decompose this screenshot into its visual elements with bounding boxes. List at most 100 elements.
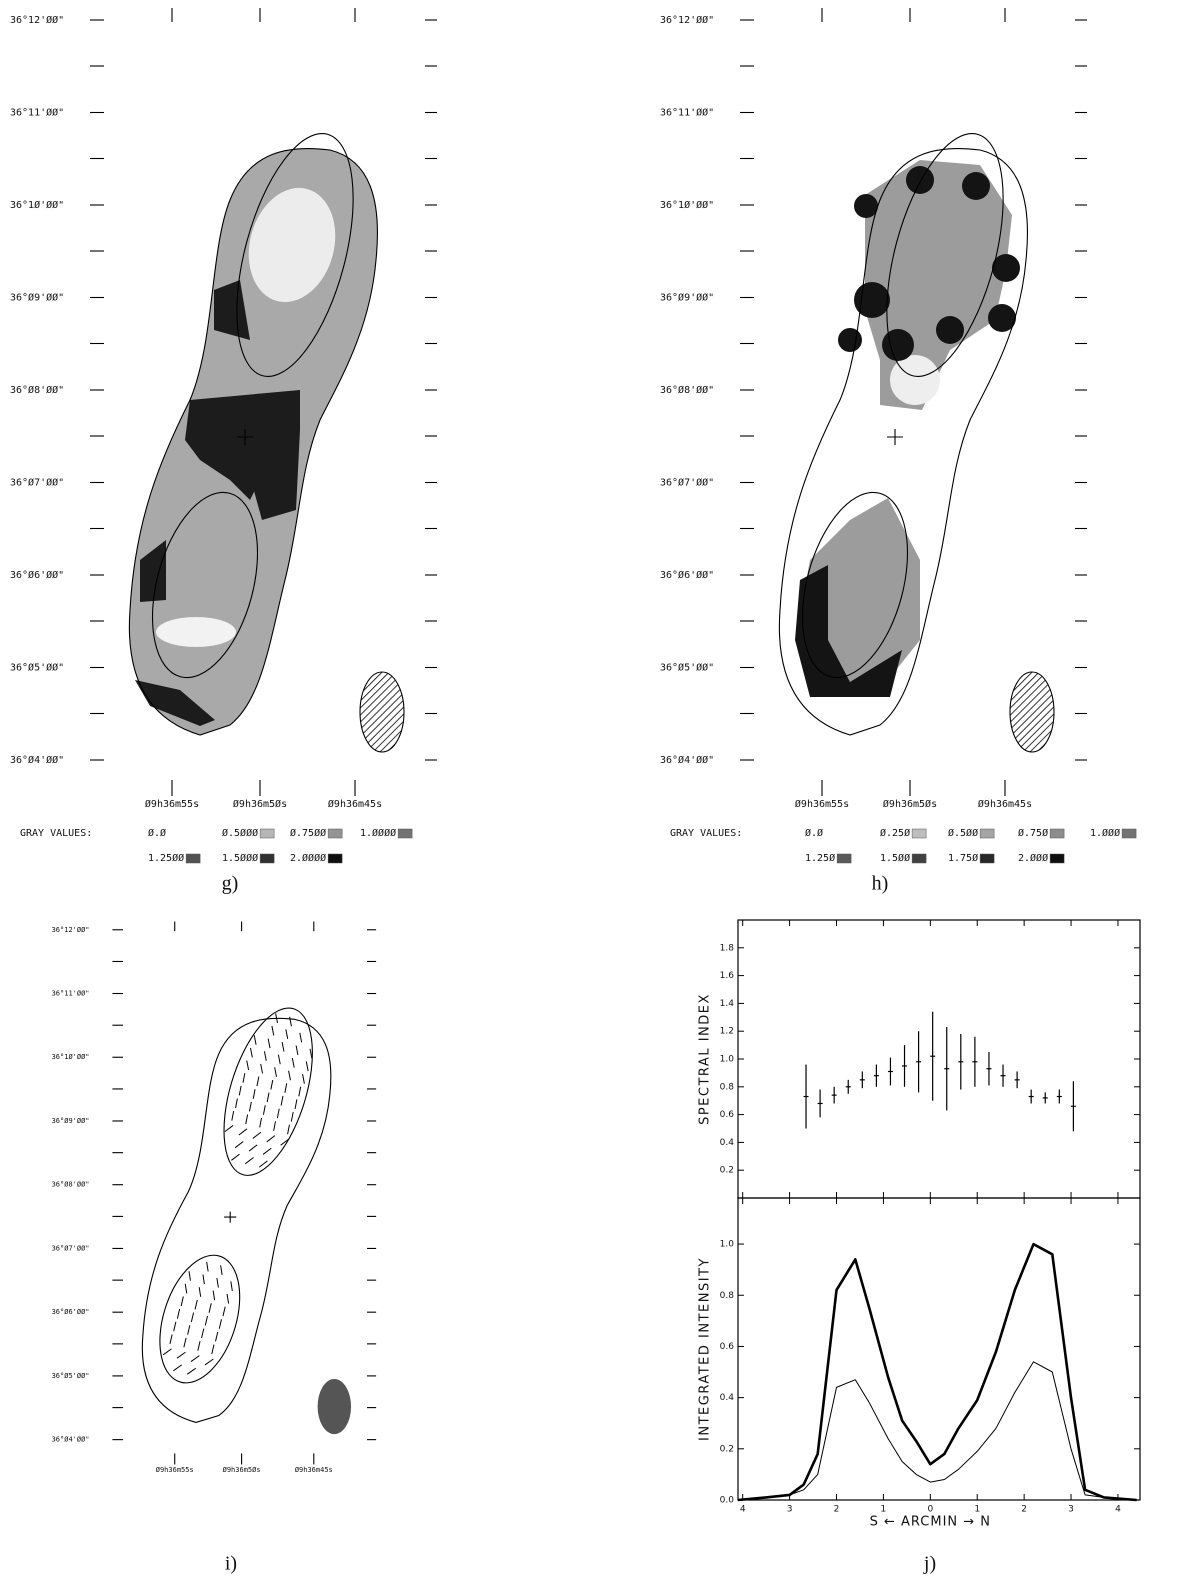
ra-label: Ø9h36m5Øs bbox=[223, 1466, 261, 1474]
polarization-vector bbox=[310, 1049, 312, 1058]
dec-label: 36°Ø8'ØØ" bbox=[660, 384, 714, 396]
map-emission bbox=[906, 166, 934, 194]
polarization-vector bbox=[188, 1325, 190, 1334]
outer-contour bbox=[779, 148, 1027, 735]
gray-swatch bbox=[327, 828, 343, 839]
polarization-vector bbox=[225, 1125, 233, 1131]
panel-caption: j) bbox=[923, 1553, 936, 1575]
gray-swatch bbox=[185, 853, 201, 864]
dec-label: 36°Ø5'ØØ" bbox=[52, 1372, 90, 1380]
map-emission bbox=[962, 172, 990, 200]
y-tick-label: 1.0 bbox=[720, 1240, 735, 1250]
intensity-line bbox=[737, 1242, 1137, 1502]
polarization-vector bbox=[212, 1345, 214, 1354]
x-tick-label: 1 bbox=[881, 1505, 887, 1515]
polarization-vector bbox=[198, 1341, 200, 1350]
intensity-line bbox=[737, 1361, 1137, 1501]
core-cross bbox=[887, 429, 903, 445]
map-panel bbox=[129, 121, 404, 752]
dec-label: 36°Ø6'ØØ" bbox=[52, 1308, 90, 1316]
y-tick-label: 0.0 bbox=[720, 1496, 735, 1506]
map-emission bbox=[248, 187, 336, 303]
polarization-vector bbox=[216, 1332, 218, 1341]
gray-swatch bbox=[1049, 828, 1065, 839]
dec-label: 36°Ø7'ØØ" bbox=[52, 1244, 90, 1252]
x-tick-label: 3 bbox=[1068, 1505, 1074, 1515]
gray-swatch bbox=[979, 828, 995, 839]
map-emission bbox=[936, 316, 964, 344]
outer-contour bbox=[142, 1018, 331, 1422]
polarization-vector bbox=[246, 1115, 248, 1124]
gray-value: Ø.75ØØ bbox=[290, 827, 326, 839]
gray-values-title: GRAY VALUES: bbox=[670, 828, 742, 839]
gray-value: 1.75Ø bbox=[948, 852, 978, 864]
inner-contour bbox=[214, 121, 375, 388]
y-tick-label: 0.2 bbox=[720, 1444, 734, 1454]
dec-label: 36°Ø4'ØØ" bbox=[660, 754, 714, 766]
dec-label: 36°Ø7'ØØ" bbox=[660, 477, 714, 489]
gray-value: 1.5ØØ bbox=[880, 852, 910, 864]
gray-value: Ø.5ØØ bbox=[948, 827, 978, 839]
map-emission bbox=[214, 280, 250, 340]
gray-value: Ø.5ØØØ bbox=[222, 827, 258, 839]
x-tick-label: 2 bbox=[834, 1505, 840, 1515]
polarization-vector bbox=[247, 1061, 249, 1070]
polarization-vector bbox=[263, 1105, 265, 1114]
x-tick-label: 3 bbox=[787, 1505, 793, 1515]
polarization-vector bbox=[177, 1352, 185, 1358]
ra-label: Ø9h36m45s bbox=[295, 1466, 333, 1474]
inner-contour bbox=[784, 481, 926, 689]
polarization-vector bbox=[274, 1121, 276, 1130]
gray-swatch bbox=[911, 828, 927, 839]
x-tick-label: 1 bbox=[974, 1505, 980, 1515]
polarization-vector bbox=[254, 1035, 256, 1044]
polarization-vector bbox=[189, 1271, 190, 1281]
dec-label: 36°Ø9'ØØ" bbox=[52, 1117, 90, 1125]
map-emission bbox=[838, 328, 862, 352]
gray-value: 1.25Ø bbox=[805, 852, 835, 864]
gray-value: Ø.75Ø bbox=[1018, 827, 1048, 839]
dec-label: 36°Ø4'ØØ" bbox=[52, 1436, 90, 1444]
polarization-vector bbox=[268, 1039, 270, 1048]
map-emission bbox=[795, 565, 902, 697]
ra-label: Ø9h36m5Øs bbox=[233, 798, 287, 810]
polarization-vector bbox=[253, 1132, 261, 1138]
polarization-vector bbox=[205, 1359, 213, 1365]
polarization-vector bbox=[249, 1102, 251, 1111]
polarization-vector bbox=[217, 1278, 218, 1288]
polarization-vector bbox=[285, 1083, 287, 1092]
plot-frame bbox=[737, 1197, 1141, 1501]
dec-label: 36°Ø6'ØØ" bbox=[660, 569, 714, 581]
dec-label: 36°Ø8'ØØ" bbox=[10, 384, 64, 396]
y-tick-label: 0.8 bbox=[720, 1291, 735, 1301]
y-tick-label: 1.8 bbox=[720, 943, 735, 953]
map-beam bbox=[1010, 672, 1054, 752]
polarization-vector bbox=[249, 1145, 257, 1151]
map-emission bbox=[156, 617, 236, 647]
inner-contour bbox=[134, 481, 276, 689]
map-panel bbox=[142, 1000, 352, 1435]
inner-contour bbox=[146, 1247, 254, 1391]
gray-value: 1.5ØØØ bbox=[222, 852, 258, 864]
polarization-vector bbox=[296, 1045, 298, 1054]
map-emission bbox=[992, 254, 1020, 282]
y-tick-label: 1.6 bbox=[720, 971, 735, 981]
polarization-vector bbox=[300, 1033, 302, 1042]
x-tick-label: 2 bbox=[1021, 1505, 1027, 1515]
polarization-vector bbox=[272, 1026, 274, 1035]
map-beam bbox=[317, 1379, 352, 1435]
gray-swatch bbox=[911, 853, 927, 864]
polarization-vector bbox=[191, 1313, 193, 1322]
polarization-vector bbox=[187, 1368, 195, 1374]
polarization-vector bbox=[275, 1067, 277, 1076]
polarization-vector bbox=[278, 1055, 280, 1064]
gray-value: 2.ØØØ bbox=[1018, 852, 1048, 864]
y-tick-label: 1.0 bbox=[720, 1055, 735, 1065]
gray-value: 1.25ØØ bbox=[148, 852, 184, 864]
gray-swatch bbox=[397, 828, 413, 839]
polarization-vector bbox=[286, 1029, 288, 1038]
polarization-vector bbox=[174, 1322, 176, 1331]
polarization-vector bbox=[163, 1349, 171, 1355]
